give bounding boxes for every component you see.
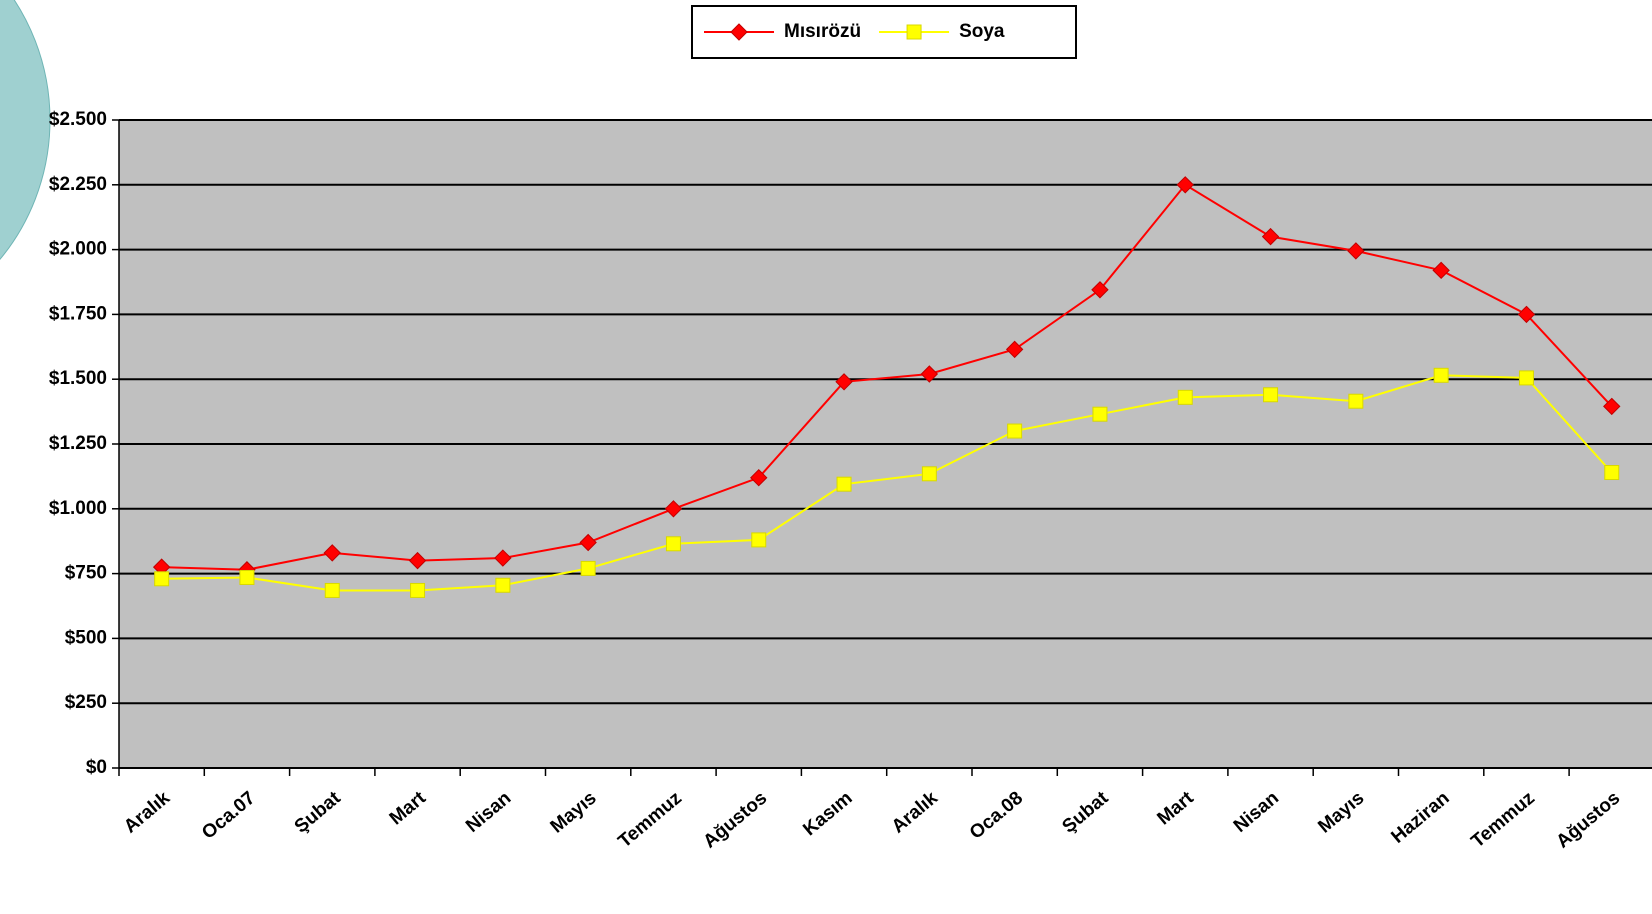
y-tick-label: $2.000 bbox=[49, 239, 107, 260]
x-tick-label: Temmuz bbox=[614, 788, 685, 853]
x-tick-label: Ağustos bbox=[699, 788, 771, 853]
data-point bbox=[1604, 465, 1620, 481]
data-point bbox=[1347, 242, 1365, 260]
y-tick-label: $2.250 bbox=[49, 174, 107, 195]
legend-marker bbox=[730, 23, 748, 41]
y-tick-label: $1.500 bbox=[49, 368, 107, 389]
x-tick-label: Aralık bbox=[120, 787, 174, 837]
x-tick-label: Temmuz bbox=[1467, 788, 1538, 853]
x-tick-label: Nisan bbox=[1230, 788, 1283, 837]
data-point bbox=[1263, 387, 1279, 403]
y-tick-label: $1.250 bbox=[49, 433, 107, 454]
data-point bbox=[580, 560, 596, 576]
data-point bbox=[1432, 261, 1450, 280]
data-point bbox=[1433, 367, 1449, 383]
data-point bbox=[1176, 176, 1194, 194]
x-tick-label: Kasım bbox=[799, 788, 856, 841]
data-point bbox=[664, 500, 683, 518]
data-point bbox=[494, 549, 512, 567]
data-point bbox=[408, 551, 427, 570]
x-tick-label: Aralık bbox=[888, 787, 942, 837]
legend-label: Mısırözü bbox=[784, 21, 861, 42]
data-point bbox=[751, 532, 767, 548]
x-tick-label: Nisan bbox=[462, 788, 515, 837]
x-tick-label: Mayıs bbox=[1314, 788, 1368, 838]
data-point bbox=[1005, 340, 1024, 359]
data-point bbox=[1603, 397, 1621, 416]
data-point bbox=[154, 571, 170, 587]
data-point bbox=[665, 536, 681, 552]
series-line bbox=[161, 374, 1613, 592]
data-point bbox=[1007, 423, 1023, 439]
data-point bbox=[921, 466, 937, 482]
data-point bbox=[324, 582, 340, 598]
data-point bbox=[1092, 406, 1108, 422]
x-tick-label: Mart bbox=[1153, 787, 1198, 829]
data-point bbox=[410, 582, 426, 598]
y-tick-label: $250 bbox=[65, 692, 107, 713]
y-tick-label: $1.000 bbox=[49, 498, 107, 519]
y-tick-label: $750 bbox=[65, 563, 107, 584]
y-tick-label: $0 bbox=[86, 757, 107, 778]
data-point bbox=[1091, 281, 1109, 299]
data-point bbox=[495, 577, 511, 593]
x-tick-label: Ağustos bbox=[1552, 788, 1624, 853]
data-point bbox=[1261, 227, 1280, 246]
series-line bbox=[161, 183, 1613, 571]
data-point bbox=[836, 476, 852, 492]
legend-label: Soya bbox=[959, 21, 1005, 42]
data-point bbox=[835, 373, 853, 391]
decor-circle bbox=[0, 0, 51, 261]
x-tick-label: Oca.07 bbox=[198, 788, 259, 844]
data-point bbox=[1517, 305, 1536, 324]
data-point bbox=[750, 468, 768, 487]
data-point bbox=[579, 533, 597, 552]
x-tick-label: Oca.08 bbox=[966, 788, 1027, 844]
data-point bbox=[323, 544, 341, 562]
x-tick-label: Mayıs bbox=[547, 788, 601, 838]
x-tick-label: Mart bbox=[386, 787, 431, 829]
y-tick-label: $1.750 bbox=[49, 303, 107, 324]
legend-marker bbox=[906, 24, 922, 40]
x-tick-label: Haziran bbox=[1388, 788, 1454, 848]
y-tick-label: $2.500 bbox=[49, 109, 107, 130]
x-tick-label: Şubat bbox=[1058, 787, 1112, 837]
y-tick-label: $500 bbox=[65, 627, 107, 648]
data-point bbox=[1348, 393, 1364, 409]
data-point bbox=[1518, 370, 1534, 386]
x-tick-label: Şubat bbox=[291, 787, 345, 837]
data-point bbox=[1177, 389, 1193, 405]
data-point bbox=[920, 365, 939, 383]
data-point bbox=[239, 569, 255, 585]
